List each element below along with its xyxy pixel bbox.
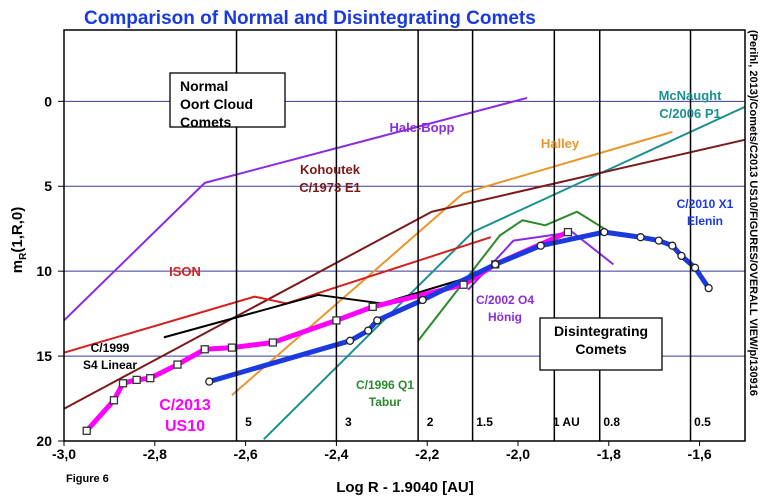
series-label: Hale-Bopp [390,120,455,135]
series-line [163,275,473,339]
series-label: C/1999 [91,341,130,355]
marker [205,377,214,386]
y-label-rest: (1,R,0) [9,207,26,253]
x-tick-label: -2,2 [415,446,439,462]
series-label: C/1973 E1 [299,180,360,195]
y-tick-label: 20 [36,433,52,449]
marker [677,251,686,261]
x-tick-label: -2,4 [324,446,348,462]
distance-label: 0.8 [603,415,620,429]
distance-label: 1.5 [476,415,493,429]
plot-frame [63,29,746,442]
credit: (Perihl, 2013)/Comets/C2013 US10/FIGURES… [747,30,759,396]
y-tick-label: 5 [44,178,52,194]
y-tick-label: 10 [36,263,52,279]
series-label: C/1996 Q1 [356,378,414,392]
box-text: Normal [180,78,228,94]
x-tick-label: -1,8 [597,446,621,462]
box-text: Oort Cloud [180,96,253,112]
marker [536,241,545,250]
box-text: Comets [180,114,232,130]
marker [704,283,713,293]
marker [491,260,500,269]
marker [668,241,677,250]
series-line [467,231,614,291]
marker [132,375,141,385]
box-text: Disintegrating [554,323,648,339]
figure-label: Figure 6 [66,473,109,485]
y-tick-label: 0 [44,93,52,109]
marker [146,374,155,383]
marker [173,360,182,369]
box-text: Comets [575,341,627,357]
series-label: S4 Linear [83,358,137,372]
marker [227,343,237,352]
distance-label: 3 [345,415,352,429]
series-line [417,210,605,342]
annotation-box [169,72,286,128]
series-label: C/2002 O4 [476,293,534,307]
y-tick-label: 15 [36,348,52,364]
series-label: Halley [541,136,580,151]
series-line [64,138,745,410]
x-axis-label: Log R - 1.9040 [AU] [336,479,474,496]
series-line [64,96,528,322]
series-label: US10 [165,418,205,435]
series-label: C/2006 P1 [659,106,720,121]
marker [332,316,341,325]
marker [200,345,209,354]
marker [654,236,663,245]
distance-label: 0.5 [694,415,711,429]
marker [636,233,645,242]
series-label: Kohoutek [300,162,361,177]
y-label-sub: R [18,252,29,260]
marker [690,263,700,272]
series-label: C/2010 X1 [677,197,734,211]
distance-label: 1 AU [553,415,580,429]
marker [600,227,609,237]
series-line [64,236,492,354]
x-tick-label: -2,0 [506,446,530,462]
marker [82,426,91,435]
marker [109,396,119,405]
series-label: C/2013 [159,397,211,414]
marker [345,336,355,345]
marker [368,302,377,311]
marker [373,316,382,325]
chart-title: Comparison of Normal and Disintegrating … [84,8,536,29]
marker [364,326,373,335]
x-tick-label: -3,0 [52,446,76,462]
series-label: Elenin [687,214,723,228]
plot [64,30,745,441]
series-label: ISON [169,264,201,279]
marker [459,280,468,289]
y-axis-label: mR(1,R,0) [9,207,29,273]
distance-label: 2 [427,415,434,429]
distance-label: 5 [245,415,252,429]
x-tick-label: -2,6 [234,446,258,462]
marker [418,295,427,305]
x-tick-label: -1,6 [688,446,712,462]
x-tick-label: -2,8 [143,446,167,462]
marker [118,379,128,388]
marker [268,338,277,347]
series-label: Hönig [488,310,522,324]
series-label: Tabur [369,395,402,409]
marker [563,227,573,237]
y-label-main: m [9,260,26,273]
series-label: McNaught [659,88,723,103]
annotation-box [539,317,663,371]
